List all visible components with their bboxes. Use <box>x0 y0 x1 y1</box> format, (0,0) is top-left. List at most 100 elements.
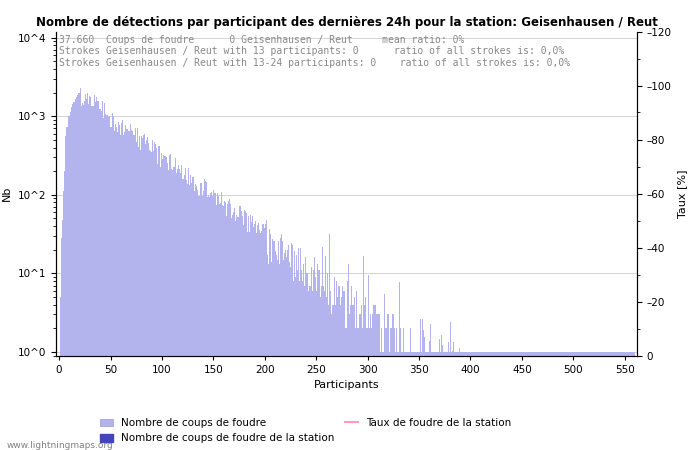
Bar <box>181 165 182 450</box>
Bar <box>508 352 509 450</box>
Bar <box>234 208 235 450</box>
Bar <box>611 352 612 450</box>
Bar <box>82 104 83 450</box>
Bar <box>265 225 266 450</box>
Bar <box>212 196 213 450</box>
Bar <box>435 352 436 450</box>
Bar <box>303 265 304 450</box>
Bar <box>169 154 171 450</box>
Bar <box>120 135 121 450</box>
Bar <box>541 352 542 450</box>
Bar <box>285 250 286 450</box>
Bar <box>88 104 90 450</box>
Bar <box>202 191 204 450</box>
Bar <box>375 305 377 450</box>
Bar <box>402 352 403 450</box>
Bar <box>584 352 585 450</box>
Bar <box>607 352 608 450</box>
Bar <box>280 238 281 450</box>
Bar <box>284 253 285 450</box>
Bar <box>440 352 441 450</box>
Bar <box>443 352 444 450</box>
Bar <box>259 230 260 450</box>
Bar <box>555 352 556 450</box>
Bar <box>127 129 129 450</box>
Bar <box>185 168 186 450</box>
Bar <box>410 328 412 450</box>
Bar <box>358 328 359 450</box>
Bar <box>264 228 265 450</box>
Bar <box>314 277 316 450</box>
Bar <box>617 352 618 450</box>
Bar <box>199 196 200 450</box>
Bar <box>246 213 247 450</box>
Bar <box>258 223 259 450</box>
Bar <box>355 328 356 450</box>
Bar <box>430 352 432 450</box>
Bar <box>382 352 384 450</box>
Bar <box>178 165 179 450</box>
Bar <box>147 137 148 450</box>
Bar <box>491 352 493 450</box>
Bar <box>592 352 594 450</box>
Bar <box>466 352 467 450</box>
Bar <box>467 352 468 450</box>
Bar <box>612 352 614 450</box>
Bar <box>367 328 368 450</box>
Bar <box>363 256 364 450</box>
Bar <box>524 352 526 450</box>
Bar <box>564 352 566 450</box>
Bar <box>179 169 180 450</box>
Bar <box>305 257 307 450</box>
Bar <box>244 210 245 450</box>
Bar <box>187 184 188 450</box>
Bar <box>346 281 347 450</box>
Bar <box>301 270 302 450</box>
Bar <box>182 180 183 450</box>
Bar <box>173 166 174 450</box>
Bar <box>587 352 588 450</box>
Bar <box>226 216 228 450</box>
Bar <box>583 352 584 450</box>
Bar <box>243 225 244 450</box>
Bar <box>554 352 555 450</box>
Bar <box>546 352 547 450</box>
Bar <box>309 286 311 450</box>
Bar <box>113 116 114 450</box>
Bar <box>447 352 448 450</box>
Bar <box>516 352 517 450</box>
Bar <box>217 193 218 450</box>
Bar <box>342 286 344 450</box>
Bar <box>586 352 587 450</box>
Bar <box>572 352 573 450</box>
Bar <box>279 265 280 450</box>
Bar <box>83 105 84 450</box>
Bar <box>474 352 475 450</box>
Bar <box>106 115 107 450</box>
Bar <box>538 352 539 450</box>
Bar <box>297 270 298 450</box>
Bar <box>254 224 255 450</box>
Bar <box>620 352 621 450</box>
Bar <box>589 352 590 450</box>
Bar <box>155 144 156 450</box>
Bar <box>327 273 328 450</box>
Bar <box>190 176 191 450</box>
Bar <box>414 352 415 450</box>
Bar <box>400 328 401 450</box>
Bar <box>452 351 454 450</box>
Bar <box>200 183 202 450</box>
Bar <box>349 305 351 450</box>
Bar <box>469 352 470 450</box>
Bar <box>325 256 326 450</box>
Bar <box>330 291 331 450</box>
Bar <box>356 291 357 450</box>
Bar <box>403 328 404 450</box>
Bar <box>295 277 296 450</box>
Bar <box>449 352 450 450</box>
Bar <box>332 305 333 450</box>
Bar <box>108 117 109 450</box>
Bar <box>183 179 184 450</box>
Bar <box>156 148 158 450</box>
Bar <box>566 352 568 450</box>
